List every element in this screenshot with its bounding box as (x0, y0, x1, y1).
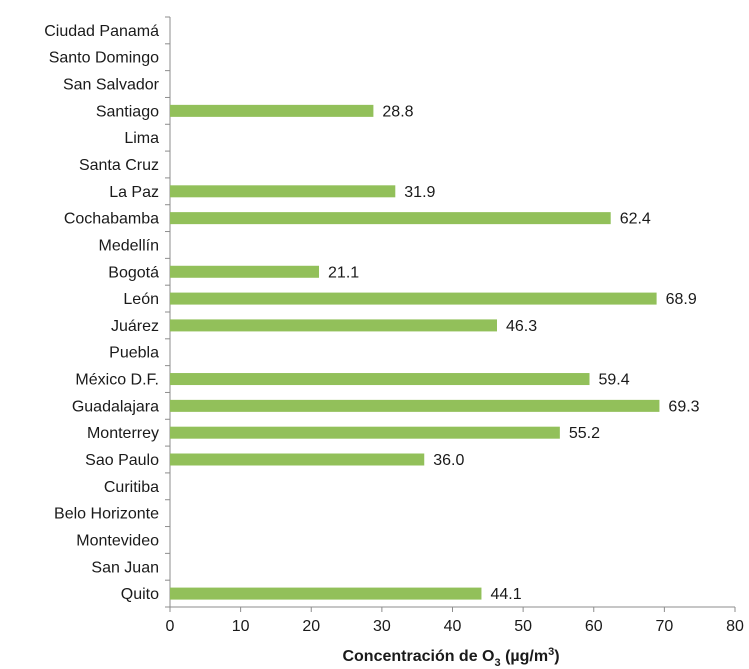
x-tick-label: 60 (585, 618, 603, 635)
x-tick-label: 0 (166, 618, 175, 635)
x-tick-label: 30 (373, 618, 391, 635)
data-label: 46.3 (506, 318, 537, 335)
category-label: Medellín (99, 237, 159, 254)
x-axis-label-sub: 3 (495, 657, 501, 669)
category-label: San Juan (91, 559, 159, 576)
x-tick-label: 80 (726, 618, 744, 635)
category-label: Juárez (111, 318, 159, 335)
data-label: 21.1 (328, 264, 359, 281)
category-label: México D.F. (75, 372, 159, 389)
category-label: Belo Horizonte (54, 506, 159, 523)
x-axis-label-close: ) (554, 648, 559, 665)
category-label: Sao Paulo (85, 452, 159, 469)
bar (170, 104, 374, 117)
category-label: Puebla (109, 345, 159, 362)
x-tick-label: 10 (232, 618, 250, 635)
data-label: 68.9 (666, 291, 697, 308)
category-label: Montevideo (76, 532, 159, 549)
category-label: La Paz (109, 184, 159, 201)
data-label: 44.1 (490, 586, 521, 603)
bar (170, 212, 611, 225)
category-label: San Salvador (63, 77, 160, 94)
x-axis-label-sup: 3 (548, 646, 554, 658)
chart-bars (170, 104, 660, 600)
category-label: Bogotá (108, 264, 159, 281)
data-label: 62.4 (620, 211, 651, 228)
data-label: 36.0 (433, 452, 464, 469)
category-label: Lima (124, 130, 159, 147)
category-label: Santa Cruz (79, 157, 159, 174)
value-labels: 28.8 31.9 62.4 21.1 68.9 46.3 59.4 69.3 55.2 36.0… (328, 103, 700, 603)
data-label: 31.9 (404, 184, 435, 201)
category-label: Guadalajara (72, 398, 159, 415)
category-label: León (123, 291, 159, 308)
data-label: 69.3 (668, 398, 699, 415)
x-tick-labels: 0 10 20 30 40 50 60 70 80 (166, 618, 744, 635)
category-label: Quito (121, 586, 159, 603)
x-axis-label-main: Concentración de O (342, 648, 494, 665)
category-label: Ciudad Panamá (44, 23, 159, 40)
bar (170, 265, 320, 278)
category-label: Monterrey (87, 425, 159, 442)
bar (170, 426, 560, 439)
category-label: Cochabamba (64, 211, 159, 228)
x-tick-label: 40 (444, 618, 462, 635)
data-label: 55.2 (569, 425, 600, 442)
x-tick-label: 20 (302, 618, 320, 635)
bar (170, 292, 657, 305)
bar (170, 185, 396, 198)
category-label: Curitiba (104, 479, 159, 496)
bar (170, 453, 425, 466)
category-labels: Ciudad Panamá Santo Domingo San Salvador Sa… (44, 23, 159, 603)
bar (170, 373, 590, 386)
x-axis-label-unit: (µg/m (501, 648, 548, 665)
x-tick-label: 50 (514, 618, 532, 635)
category-label: Santiago (96, 103, 159, 120)
bar (170, 319, 497, 332)
x-tick-label: 70 (655, 618, 673, 635)
category-label: Santo Domingo (49, 50, 159, 67)
data-label: 28.8 (382, 103, 413, 120)
bar (170, 399, 660, 412)
bar (170, 587, 482, 600)
data-label: 59.4 (599, 372, 630, 389)
x-axis-label: Concentración de O3 (µg/m3) (342, 646, 559, 669)
